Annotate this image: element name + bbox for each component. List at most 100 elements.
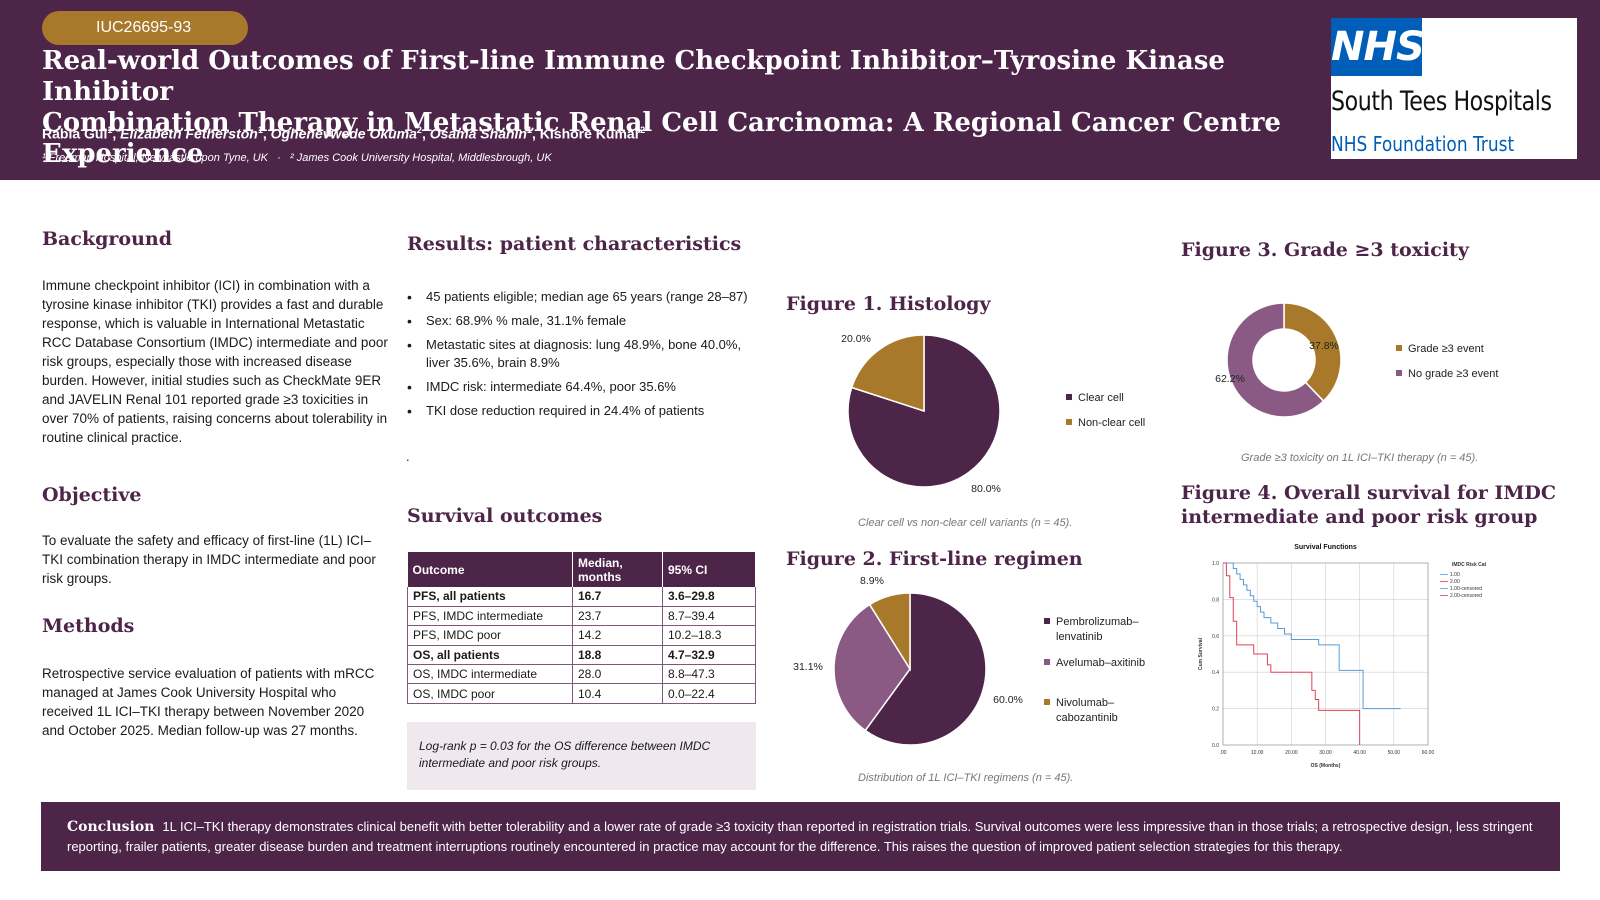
table-cell-ci: 10.2–18.3 <box>662 625 756 646</box>
legend-swatch <box>1066 394 1072 400</box>
author-affiliation-mark: 1 <box>526 125 532 135</box>
legend-swatch <box>1044 659 1050 665</box>
figure3-caption: Grade ≥3 toxicity on 1L ICI–TKI therapy … <box>1241 452 1479 464</box>
background-heading: Background <box>42 228 172 250</box>
list-item: TKI dose reduction required in 24.4% of … <box>404 402 759 420</box>
column-header-outcome: Outcome <box>407 552 573 587</box>
slice-label: 37.8% <box>1309 340 1339 352</box>
author-affiliation-mark: 2 <box>416 125 422 135</box>
y-tick-label: 0.2 <box>1212 707 1219 713</box>
legend-title: IMDC Risk Cat <box>1452 562 1487 568</box>
x-tick-label: 10.00 <box>1251 750 1264 756</box>
y-tick-label: 0.0 <box>1212 743 1219 749</box>
regimen-pie-chart: 60.0% 31.1% 8.9% Pembrolizumab– lenvatinib Av… <box>793 575 1145 746</box>
figure1-heading: Figure 1. Histology <box>786 293 991 315</box>
y-tick-label: 0.4 <box>1212 670 1219 676</box>
author-affiliation-mark: 1 <box>257 125 263 135</box>
table-row: OS, IMDC intermediate 28.0 8.8–47.3 <box>407 664 756 685</box>
pie-slice <box>1226 302 1325 418</box>
affiliation-separator: · <box>277 152 281 164</box>
slice-label: 62.2% <box>1215 373 1245 385</box>
table-cell-median: 28.0 <box>572 664 663 685</box>
table-row: OS, all patients 18.8 4.7–32.9 <box>407 645 756 666</box>
table-cell-ci: 8.7–39.4 <box>662 606 756 627</box>
conclusion-text: 1L ICI–TKI therapy demonstrates clinical… <box>67 819 1533 854</box>
table-cell-ci: 4.7–32.9 <box>662 645 756 666</box>
table-header-row: Outcome Median, months 95% CI <box>407 552 756 587</box>
table-cell-outcome: PFS, IMDC intermediate <box>407 606 573 627</box>
table-cell-outcome: OS, all patients <box>407 645 573 666</box>
figure4-heading-line-1: Figure 4. Overall survival for IMDC <box>1181 482 1556 504</box>
figure2-heading: Figure 2. First-line regimen <box>786 548 1083 570</box>
objective-heading: Objective <box>42 484 142 506</box>
x-tick-label: .00 <box>1220 750 1227 756</box>
slice-label: 20.0% <box>841 333 871 345</box>
table-cell-outcome: OS, IMDC poor <box>407 683 573 704</box>
logo-org-line-1: South Tees Hospitals <box>1331 86 1552 117</box>
pie-slice <box>850 334 925 413</box>
objective-text: To evaluate the safety and efficacy of f… <box>42 533 376 586</box>
log-rank-note: Log-rank p = 0.03 for the OS difference … <box>407 722 756 790</box>
toxicity-donut-chart: 37.8% 62.2% Grade ≥3 event No grade ≥3 even… <box>1215 302 1498 418</box>
author-name: Oghenevwede Okuma <box>270 125 417 142</box>
title-line-2: Combination Therapy in Metastatic Renal … <box>42 108 1281 169</box>
survival-heading: Survival outcomes <box>407 505 603 527</box>
survival-table: Outcome Median, months 95% CI PFS, all p… <box>407 552 756 704</box>
x-tick-label: 60.00 <box>1422 750 1435 756</box>
table-cell-median: 16.7 <box>572 587 663 607</box>
legend-swatch <box>1066 419 1072 425</box>
author-name: Elizabeth Fetherston <box>120 125 258 142</box>
legend-swatch <box>1396 345 1402 351</box>
table-row: OS, IMDC poor 10.4 0.0–22.4 <box>407 683 756 704</box>
histology-pie-chart: 80.0% 20.0% Clear cell Non-clear cell <box>841 333 1145 495</box>
pie-slice <box>833 603 911 732</box>
slice-label: 60.0% <box>993 694 1023 706</box>
poster-title: Real-world Outcomes of First-line Immune… <box>42 46 1332 170</box>
poster-header: IUC26695-93 Real-world Outcomes of First… <box>0 0 1600 180</box>
y-axis-label: Cum Survival <box>1198 637 1204 670</box>
list-item: 45 patients eligible; median age 65 year… <box>404 288 759 306</box>
pie-slice <box>1283 302 1342 403</box>
legend-swatch <box>1044 618 1050 624</box>
affiliation-2: ² James Cook University Hospital, Middle… <box>290 152 552 164</box>
x-tick-label: 40.00 <box>1353 750 1366 756</box>
table-cell-median: 10.4 <box>572 683 663 704</box>
figure3-heading: Figure 3. Grade ≥3 toxicity <box>1181 239 1469 261</box>
author-name: Kishore Kumar <box>539 125 641 142</box>
legend-swatch <box>1396 370 1402 376</box>
pie-slice <box>864 592 987 746</box>
list-item: Metastatic sites at diagnosis: lung 48.9… <box>404 336 759 372</box>
methods-heading: Methods <box>42 615 135 637</box>
logo-org-line-2: NHS Foundation Trust <box>1331 132 1515 156</box>
conclusion-banner: Conclusion 1L ICI–TKI therapy demonstrate… <box>41 802 1560 871</box>
legend-label: 2.00 <box>1450 579 1460 585</box>
survival-km-chart: Survival Functions 0.0 0.2 0.4 0.6 0.8 1.0 .00 1… <box>1198 544 1487 769</box>
table-cell-ci: 8.8–47.3 <box>662 664 756 685</box>
figure1-caption: Clear cell vs non-clear cell variants (n… <box>858 517 1073 529</box>
pie-slice <box>868 592 911 672</box>
slice-label: 8.9% <box>860 575 884 587</box>
table-cell-median: 14.2 <box>572 625 663 646</box>
legend-label: No grade ≥3 event <box>1408 368 1498 380</box>
survival-curve <box>1223 562 1401 710</box>
column-header-median: Median, months <box>572 552 663 587</box>
table-cell-ci: 3.6–29.8 <box>662 587 756 607</box>
table-cell-outcome: OS, IMDC intermediate <box>407 664 573 685</box>
results-heading: Results: patient characteristics <box>407 233 742 255</box>
x-tick-label: 30.00 <box>1319 750 1332 756</box>
figure2-caption: Distribution of 1L ICI–TKI regimens (n =… <box>858 772 1074 784</box>
slice-label: 31.1% <box>793 661 823 673</box>
author-affiliation-mark: 1 <box>107 125 113 135</box>
conclusion-label: Conclusion <box>67 819 155 835</box>
table-cell-median: 23.7 <box>572 606 663 627</box>
figure4-heading-line-2: intermediate and poor risk group <box>1181 506 1538 528</box>
x-tick-label: 20.00 <box>1285 750 1298 756</box>
legend-label: Non-clear cell <box>1078 417 1145 429</box>
nhs-trust-logo: NHS South Tees Hospitals NHS Foundation … <box>1331 18 1577 159</box>
y-tick-label: 0.8 <box>1212 597 1219 603</box>
x-axis-label: OS (Months) <box>1311 763 1341 769</box>
affiliation-1: ¹ Freeman Hospital, Newcastle upon Tyne,… <box>42 152 268 164</box>
table-row: PFS, all patients 16.7 3.6–29.8 <box>407 587 756 607</box>
stray-period: . <box>406 449 410 464</box>
legend-label: 1.00-censored <box>1450 586 1482 592</box>
